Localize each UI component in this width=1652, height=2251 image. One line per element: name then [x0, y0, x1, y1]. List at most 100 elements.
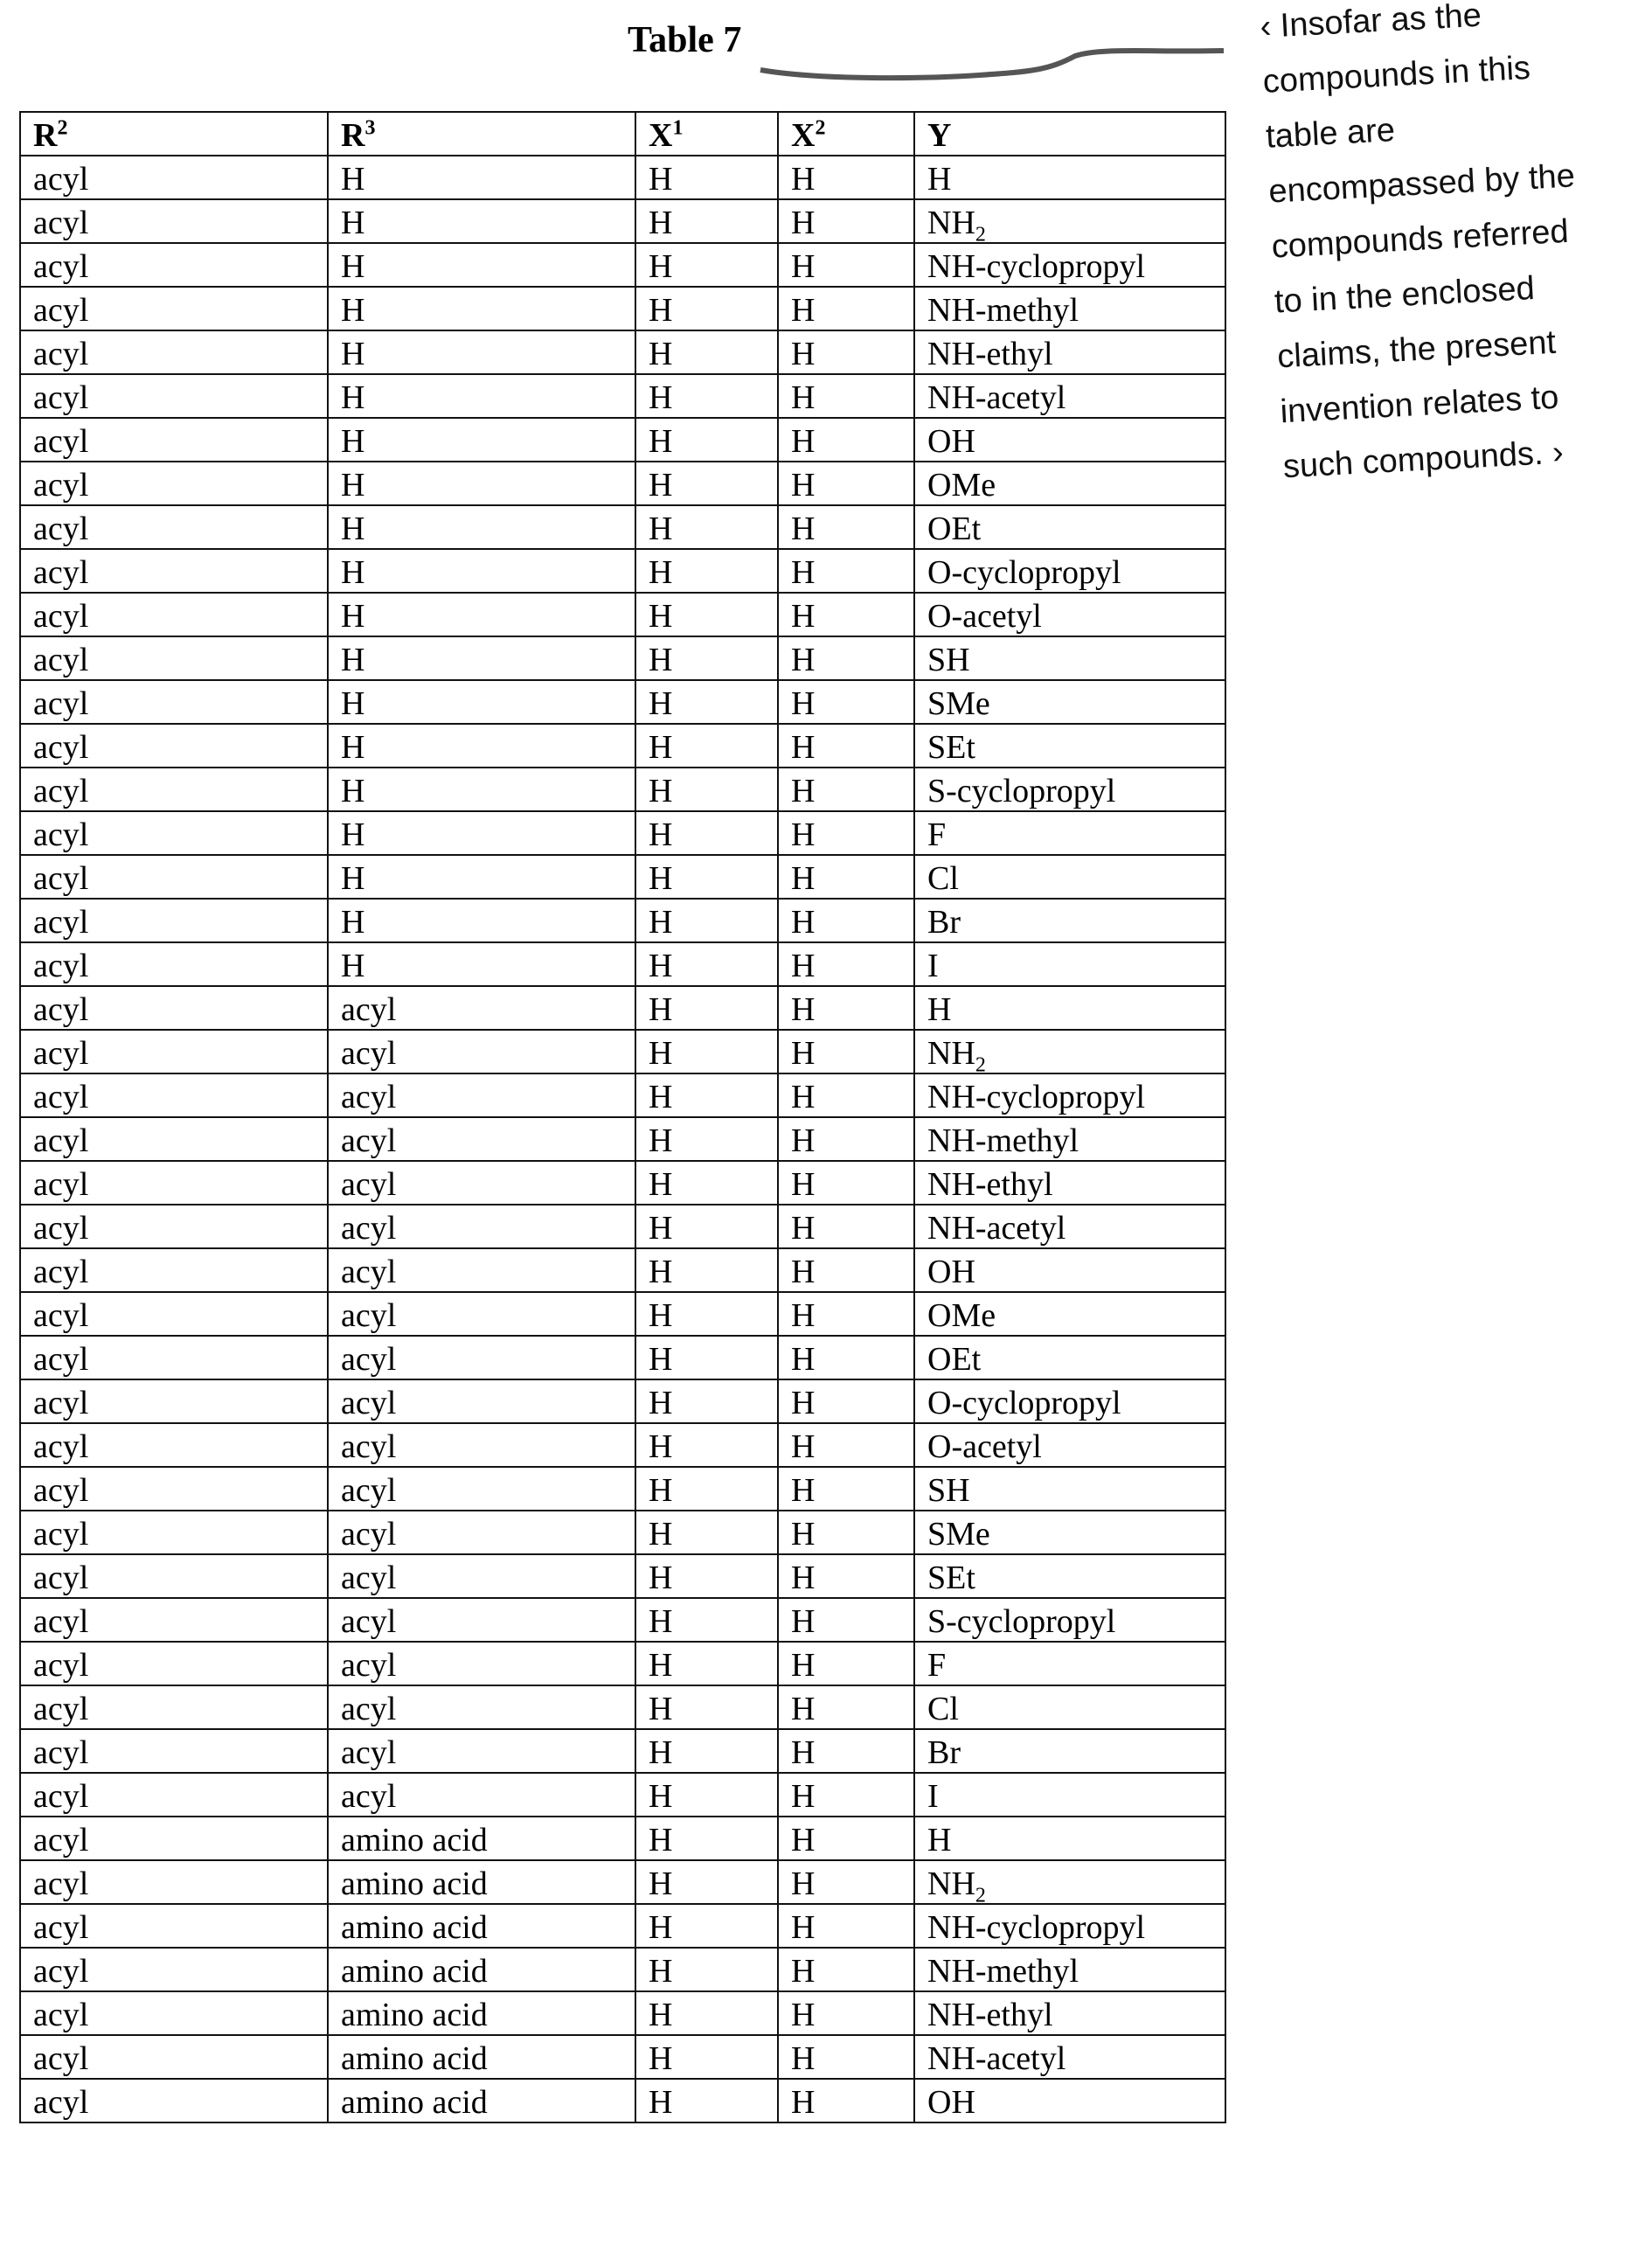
table-cell: H: [635, 768, 778, 811]
table-cell: H: [635, 1073, 778, 1117]
table-row: acylacylHHI: [20, 1773, 1225, 1817]
table-cell: acyl: [20, 1379, 328, 1423]
table-cell: acyl: [20, 374, 328, 418]
table-cell: H: [328, 462, 635, 505]
table-cell: H: [778, 986, 914, 1030]
table-row: acylacylHHBr: [20, 1729, 1225, 1773]
table-cell: H: [635, 1161, 778, 1205]
table-row: acylamino acidHHNH-methyl: [20, 1948, 1225, 1991]
table-row: acylHHHNH-methyl: [20, 287, 1225, 330]
table-cell: acyl: [20, 1030, 328, 1073]
table-cell: O-cyclopropyl: [914, 549, 1225, 593]
table-row: acylacylHHNH-cyclopropyl: [20, 1073, 1225, 1117]
table-cell: acyl: [328, 1554, 635, 1598]
table-row: acylamino acidHHNH2: [20, 1860, 1225, 1904]
table-cell: acyl: [20, 505, 328, 549]
table-cell: acyl: [20, 1073, 328, 1117]
table-cell: acyl: [20, 418, 328, 462]
table-cell: acyl: [328, 1030, 635, 1073]
table-cell: H: [778, 1205, 914, 1248]
table-cell: amino acid: [328, 1948, 635, 1991]
table-cell: acyl: [20, 724, 328, 768]
table-cell: acyl: [328, 1248, 635, 1292]
table-cell: SEt: [914, 724, 1225, 768]
table-cell: H: [778, 1860, 914, 1904]
column-header: X1: [635, 112, 778, 156]
table-cell: H: [635, 243, 778, 287]
table-cell: H: [778, 2079, 914, 2122]
handwritten-squiggle-mark: [752, 44, 1241, 87]
table-row: acylHHHH: [20, 156, 1225, 199]
table-cell: H: [635, 1379, 778, 1423]
table-cell: SH: [914, 1467, 1225, 1511]
table-cell: H: [778, 636, 914, 680]
table-row: acylacylHHO-cyclopropyl: [20, 1379, 1225, 1423]
table-cell: H: [635, 680, 778, 724]
table-cell: H: [778, 899, 914, 942]
table-cell: H: [778, 1292, 914, 1336]
table-cell: H: [778, 1729, 914, 1773]
table-cell: H: [635, 1423, 778, 1467]
table-row: acylamino acidHHOH: [20, 2079, 1225, 2122]
table-cell: H: [635, 1030, 778, 1073]
table-cell: H: [778, 287, 914, 330]
table-cell: O-acetyl: [914, 593, 1225, 636]
table-cell: H: [635, 374, 778, 418]
table-cell: H: [635, 1904, 778, 1948]
table-cell: S-cyclopropyl: [914, 1598, 1225, 1642]
table-cell: acyl: [328, 1379, 635, 1423]
table-cell: H: [635, 549, 778, 593]
table-cell: SMe: [914, 1511, 1225, 1554]
table-cell: acyl: [20, 1685, 328, 1729]
table-cell: NH-cyclopropyl: [914, 1904, 1225, 1948]
table-cell: H: [778, 942, 914, 986]
table-cell: NH-cyclopropyl: [914, 1073, 1225, 1117]
table-cell: H: [635, 1554, 778, 1598]
table-cell: acyl: [20, 1773, 328, 1817]
table-cell: NH-methyl: [914, 1117, 1225, 1161]
table-cell: H: [635, 1117, 778, 1161]
table-cell: acyl: [20, 899, 328, 942]
compound-table: R2R3X1X2Y acylHHHHacylHHHNH2acylHHHNH-cy…: [19, 111, 1226, 2123]
table-cell: H: [635, 1248, 778, 1292]
table-cell: H: [778, 811, 914, 855]
table-cell: H: [328, 243, 635, 287]
table-row: acylacylHHH: [20, 986, 1225, 1030]
table-cell: H: [328, 724, 635, 768]
table-cell: H: [328, 593, 635, 636]
table-cell: H: [635, 156, 778, 199]
table-cell: H: [914, 986, 1225, 1030]
table-header-row: R2R3X1X2Y: [20, 112, 1225, 156]
column-header: R2: [20, 112, 328, 156]
table-cell: H: [778, 243, 914, 287]
table-cell: H: [635, 418, 778, 462]
table-cell: H: [635, 505, 778, 549]
table-row: acylHHHNH-ethyl: [20, 330, 1225, 374]
table-cell: H: [635, 724, 778, 768]
table-cell: amino acid: [328, 2035, 635, 2079]
table-cell: H: [778, 156, 914, 199]
table-cell: acyl: [20, 1817, 328, 1860]
table-row: acylacylHHNH-methyl: [20, 1117, 1225, 1161]
table-cell: acyl: [20, 1336, 328, 1379]
table-cell: SEt: [914, 1554, 1225, 1598]
table-cell: H: [778, 1991, 914, 2035]
table-cell: OEt: [914, 1336, 1225, 1379]
table-cell: acyl: [328, 1467, 635, 1511]
table-cell: acyl: [20, 855, 328, 899]
table-cell: H: [635, 1817, 778, 1860]
table-cell: H: [778, 462, 914, 505]
table-row: acylHHHSH: [20, 636, 1225, 680]
table-cell: NH-cyclopropyl: [914, 243, 1225, 287]
table-cell: H: [778, 1336, 914, 1379]
table-cell: H: [778, 1598, 914, 1642]
table-cell: H: [635, 855, 778, 899]
table-cell: NH-ethyl: [914, 330, 1225, 374]
table-cell: acyl: [20, 1511, 328, 1554]
table-cell: H: [778, 199, 914, 243]
table-cell: NH2: [914, 199, 1225, 243]
table-cell: amino acid: [328, 2079, 635, 2122]
table-title: Table 7: [628, 19, 741, 61]
table-cell: acyl: [328, 1685, 635, 1729]
table-cell: H: [635, 986, 778, 1030]
